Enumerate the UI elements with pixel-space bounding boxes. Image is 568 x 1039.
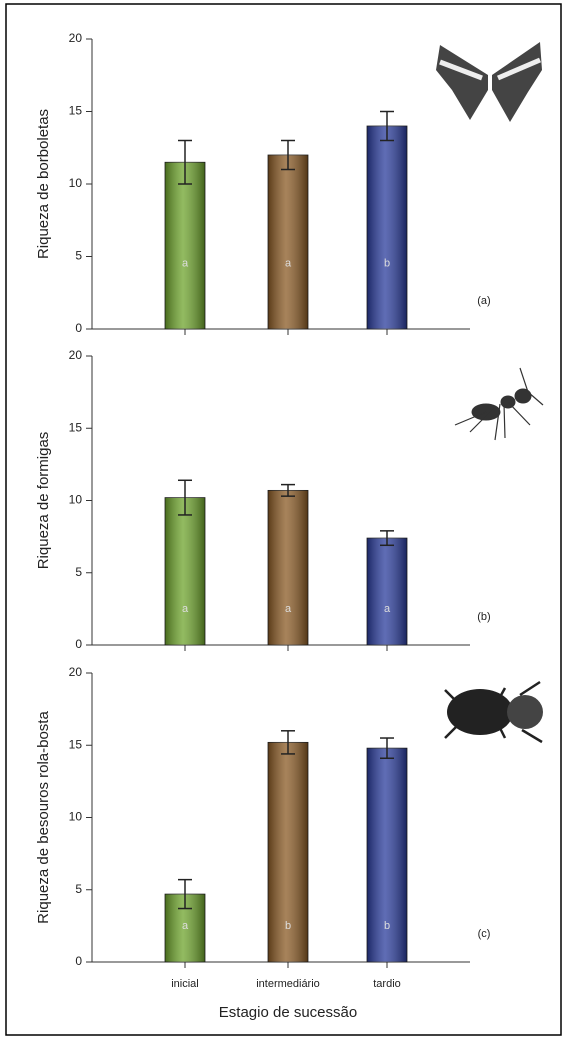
x-tick-label: tardio: [373, 978, 401, 990]
y-tick-label: 0: [75, 954, 82, 968]
bar-letter: a: [182, 603, 189, 615]
y-tick-label: 20: [69, 31, 83, 45]
y-axis-label: Riqueza de borboletas: [35, 109, 52, 259]
y-tick-label: 0: [75, 321, 82, 335]
bar-letter: a: [285, 258, 292, 270]
y-tick-label: 5: [75, 882, 82, 896]
y-tick-label: 10: [69, 176, 83, 190]
bar-shade: [165, 162, 205, 329]
bar-shade: [268, 742, 308, 962]
y-axis-label: Riqueza de formigas: [35, 432, 52, 570]
butterfly-icon: [436, 42, 542, 122]
y-tick-label: 15: [69, 737, 83, 751]
beetle-icon: [444, 680, 543, 744]
bar-shade: [268, 155, 308, 329]
bar-shade: [367, 748, 407, 962]
y-tick-label: 0: [75, 637, 82, 651]
y-tick-label: 10: [69, 493, 83, 507]
y-tick-label: 15: [69, 420, 83, 434]
bar-shade: [367, 538, 407, 645]
bar-letter: a: [384, 603, 391, 615]
bar-letter: a: [182, 920, 189, 932]
bar-letter: a: [285, 603, 292, 615]
y-tick-label: 5: [75, 565, 82, 579]
bar-letter: b: [384, 920, 390, 932]
y-tick-label: 5: [75, 249, 82, 263]
panel-label: (b): [477, 611, 490, 623]
y-tick-label: 20: [69, 665, 83, 679]
figure-border: [5, 3, 562, 1036]
panel-label: (a): [477, 295, 490, 307]
ant-icon: [454, 367, 544, 441]
bar-shade: [165, 497, 205, 645]
y-axis-label: Riqueza de besouros rola-bosta: [35, 711, 52, 924]
bar-shade: [367, 126, 407, 329]
bar-shade: [268, 490, 308, 645]
bar-letter: b: [384, 258, 390, 270]
y-tick-label: 20: [69, 348, 83, 362]
panel-label: (c): [478, 928, 491, 940]
bar-letter: a: [182, 258, 189, 270]
y-tick-label: 15: [69, 104, 83, 118]
bar-letter: b: [285, 920, 291, 932]
x-tick-label: inicial: [171, 978, 199, 990]
x-axis-label: Estagio de sucessão: [219, 1004, 357, 1021]
y-tick-label: 10: [69, 810, 83, 824]
x-tick-label: intermediário: [256, 978, 320, 990]
